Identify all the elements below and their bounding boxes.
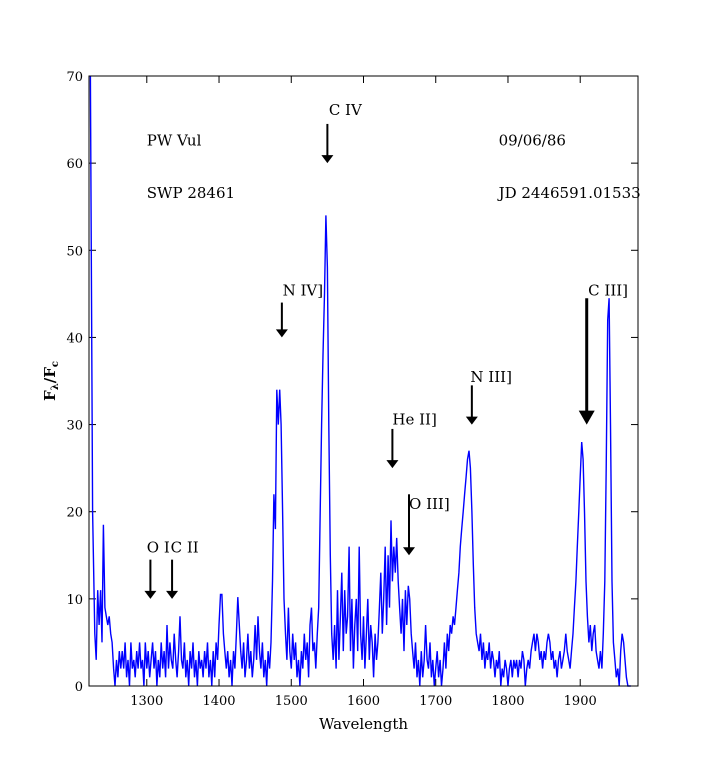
annotation-label: C IV [329,101,363,119]
y-axis-title-sub1: λ [50,383,61,390]
line-annotation: N IV] [275,282,324,338]
y-tick-labels: 0 10 20 30 40 50 60 70 [66,70,83,695]
annotation-label: He II] [392,411,436,429]
info-text: JD 2446591.01533 [497,184,641,202]
line-annotation: O I [144,539,170,599]
info-text: SWP 28461 [147,184,235,202]
y-tick-label: 30 [66,419,83,434]
line-annotation: C II [166,539,199,599]
x-tick-label: 1800 [491,694,524,709]
annotation-arrow-head [321,155,334,164]
annotation-arrow-head [144,590,157,599]
y-tick-label: 40 [66,331,83,346]
annotation-arrow-head [465,416,478,425]
x-axis-title: Wavelength [319,715,408,733]
x-tick-label: 1700 [419,694,452,709]
x-tick-label: 1900 [564,694,597,709]
y-tick-label: 70 [66,70,83,85]
annotation-arrow-head [386,460,399,469]
y-axis-title: Fλ/Fc [41,361,61,401]
x-tick-label: 1500 [275,694,308,709]
line-annotation: N III] [465,368,512,425]
x-tick-labels: 1300 1400 1500 1600 1700 1800 1900 [130,694,597,709]
info-text: 09/06/86 [499,132,566,150]
info-text: PW Vul [147,132,202,150]
y-axis-title-main: F [41,390,59,401]
y-tick-label: 60 [66,157,83,172]
x-tick-label: 1300 [130,694,163,709]
spectrum-line [89,75,631,687]
annotation-arrow-head [403,547,416,556]
observation-info: PW Vul SWP 28461 09/06/86 JD 2446591.01533 [147,132,641,202]
y-axis-title-mid: /F [41,367,59,383]
annotation-arrow-head [166,590,179,599]
annotation-arrow-head [275,329,288,338]
y-tick-label: 20 [66,506,83,521]
y-tick-label: 10 [66,593,83,608]
annotation-label: N III] [470,368,512,386]
x-tick-label: 1400 [202,694,235,709]
line-annotation: C IV [321,101,363,164]
annotation-arrow-head [578,410,595,425]
line-annotation: C III] [578,282,628,425]
annotation-label: C II [171,539,199,557]
line-annotation: He II] [386,411,437,469]
plot-frame [88,75,639,687]
annotation-label: O I [147,539,170,557]
y-tick-label: 50 [66,244,83,259]
annotation-label: O III] [409,495,450,513]
y-axis-title-sub2: c [50,361,61,367]
annotation-label: C III] [588,282,628,300]
y-tick-label: 0 [75,680,83,695]
x-tick-label: 1600 [347,694,380,709]
line-annotation: O III] [403,494,450,556]
annotation-label: N IV] [283,282,324,300]
